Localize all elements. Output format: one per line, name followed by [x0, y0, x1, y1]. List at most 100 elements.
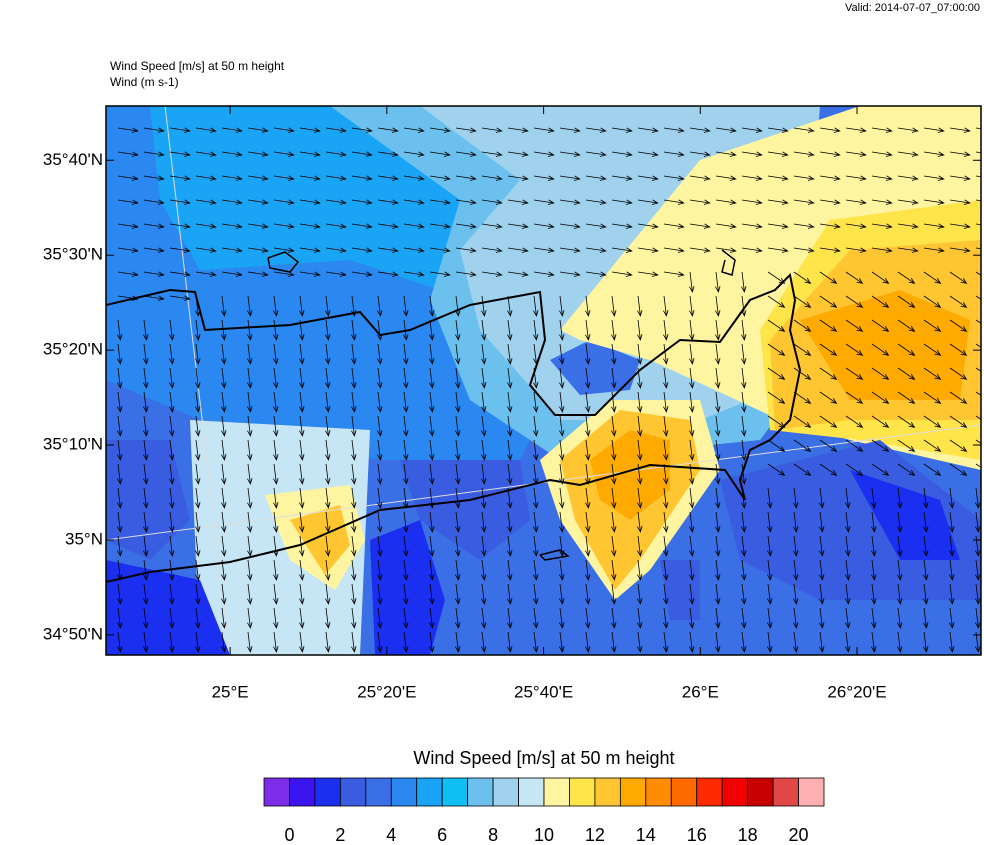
wind-arrow [845, 319, 864, 332]
wind-arrow [715, 271, 721, 293]
wind-arrow [637, 559, 643, 581]
wind-arrow [273, 223, 295, 229]
wind-arrow [975, 535, 981, 557]
colorbar-label: 18 [738, 825, 758, 845]
wind-arrow [559, 343, 565, 365]
wind-arrow [169, 463, 175, 485]
wind-arrow [741, 391, 747, 413]
wind-arrow [897, 295, 916, 308]
wind-arrow [429, 583, 435, 605]
wind-arrow [325, 631, 331, 653]
wind-arrow [507, 295, 513, 317]
wind-arrow [377, 343, 383, 365]
wind-arrow [429, 391, 435, 413]
wind-arrow [507, 175, 529, 181]
wind-arrow [533, 583, 539, 605]
wind-arrow [845, 631, 851, 653]
wind-arrow [767, 295, 786, 308]
wind-arrow [299, 367, 305, 389]
wind-arrow [715, 583, 721, 605]
wind-arrow [845, 127, 867, 133]
wind-arrow [507, 319, 513, 341]
wind-arrow [949, 607, 955, 629]
wind-arrow [611, 511, 617, 533]
wind-arrow [611, 295, 617, 317]
wind-arrow [819, 223, 841, 229]
wind-arrow [689, 175, 711, 181]
wind-arrow [559, 559, 565, 581]
wind-arrow [845, 199, 867, 205]
wind-arrow [507, 607, 513, 629]
wind-arrow [741, 175, 763, 181]
wind-arrow [767, 463, 786, 476]
wind-arrow [247, 343, 253, 365]
wind-arrow [377, 199, 399, 205]
wind-arrow [143, 247, 165, 253]
wind-arrow [195, 199, 217, 205]
wind-arrow [403, 583, 409, 605]
wind-arrow [377, 247, 399, 253]
wind-arrow [169, 199, 191, 205]
wind-arrow [845, 271, 864, 284]
wind-arrow [845, 151, 867, 157]
wind-arrow [299, 127, 321, 133]
wind-arrow [507, 367, 513, 389]
wind-arrow [767, 631, 773, 653]
wind-arrow [559, 151, 581, 157]
wind-arrow [611, 151, 633, 157]
wind-arrow [455, 535, 461, 557]
wind-arrow [403, 463, 409, 485]
wind-arrow [273, 631, 279, 653]
wind-arrow [793, 535, 799, 557]
wind-arrow [507, 199, 529, 205]
lat-label: 34°50'N [43, 624, 103, 643]
wind-arrow [377, 487, 383, 509]
wind-arrow [143, 535, 149, 557]
wind-arrow [949, 295, 968, 308]
wind-arrow [117, 463, 123, 485]
colorbar-label: 6 [437, 825, 447, 845]
wind-arrow [377, 175, 399, 181]
wind-arrow [533, 511, 539, 533]
wind-arrow [975, 439, 981, 444]
wind-arrow [455, 175, 477, 181]
wind-arrow [143, 319, 149, 341]
wind-arrow [637, 151, 659, 157]
wind-arrow [299, 151, 321, 157]
wind-arrow [637, 223, 659, 229]
wind-arrow [403, 151, 425, 157]
wind-arrow [195, 391, 201, 413]
wind-arrow [325, 415, 331, 437]
wind-arrow [377, 535, 383, 557]
wind-arrow [923, 343, 942, 356]
wind-arrow [637, 607, 643, 629]
wind-arrow [481, 631, 487, 653]
wind-arrow [429, 631, 435, 653]
wind-arrow [455, 295, 461, 317]
wind-arrow [975, 295, 981, 300]
wind-arrow [117, 367, 123, 389]
wind-arrow [923, 175, 945, 181]
wind-arrow [455, 487, 461, 509]
wind-arrow [793, 271, 812, 284]
wind-arrow [897, 583, 903, 605]
wind-arrow [767, 151, 789, 157]
wind-arrow [741, 295, 747, 317]
wind-arrow [559, 487, 565, 509]
wind-arrow [377, 415, 383, 437]
wind-arrow [923, 127, 945, 133]
wind-arrow [117, 319, 123, 341]
wind-arrow [403, 535, 409, 557]
wind-arrow [793, 391, 812, 404]
wind-arrow [689, 391, 695, 413]
wind-arrow [221, 535, 227, 557]
wind-arrow [897, 511, 903, 533]
wind-arrow [559, 463, 565, 485]
wind-arrow [247, 583, 253, 605]
wind-arrow [429, 463, 435, 485]
wind-arrow [663, 463, 669, 485]
wind-arrow [195, 175, 217, 181]
wind-arrow [923, 583, 929, 605]
wind-arrow [299, 199, 321, 205]
wind-arrow [559, 127, 581, 133]
